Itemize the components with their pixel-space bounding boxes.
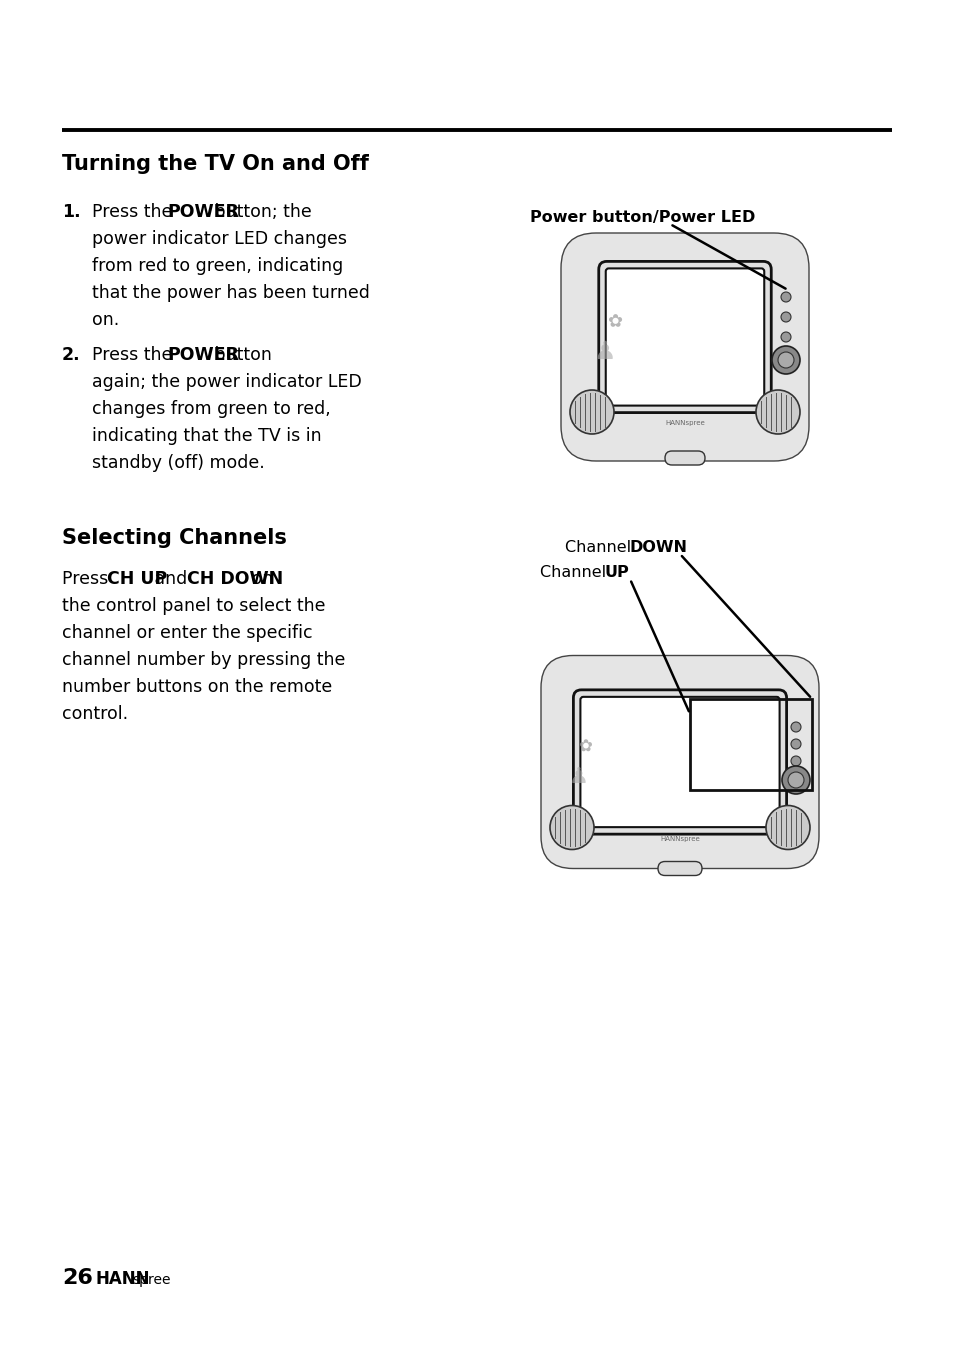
- Circle shape: [550, 806, 594, 849]
- Text: CH DOWN: CH DOWN: [187, 571, 283, 588]
- Circle shape: [790, 722, 801, 731]
- Text: on.: on.: [91, 311, 119, 329]
- Circle shape: [781, 767, 809, 794]
- Text: ✿: ✿: [578, 738, 592, 756]
- FancyBboxPatch shape: [565, 238, 803, 456]
- Text: Press: Press: [62, 571, 113, 588]
- Text: Channel: Channel: [539, 565, 611, 580]
- Circle shape: [790, 740, 801, 749]
- FancyBboxPatch shape: [658, 861, 701, 876]
- Text: DOWN: DOWN: [629, 539, 687, 556]
- Text: channel number by pressing the: channel number by pressing the: [62, 652, 345, 669]
- FancyBboxPatch shape: [540, 656, 818, 868]
- Circle shape: [787, 772, 803, 788]
- Text: spree: spree: [132, 1274, 171, 1287]
- Text: again; the power indicator LED: again; the power indicator LED: [91, 373, 361, 391]
- Text: button: button: [210, 346, 273, 364]
- Text: channel or enter the specific: channel or enter the specific: [62, 625, 313, 642]
- Text: CH UP: CH UP: [107, 571, 167, 588]
- Circle shape: [781, 333, 790, 342]
- FancyBboxPatch shape: [579, 696, 779, 827]
- Text: number buttons on the remote: number buttons on the remote: [62, 677, 332, 696]
- Text: HANNspree: HANNspree: [664, 419, 704, 426]
- Text: POWER: POWER: [167, 346, 239, 364]
- Circle shape: [765, 806, 809, 849]
- Text: ♟: ♟: [593, 339, 616, 364]
- Text: indicating that the TV is in: indicating that the TV is in: [91, 427, 321, 445]
- Circle shape: [778, 352, 793, 368]
- FancyBboxPatch shape: [605, 269, 763, 406]
- Text: HANN: HANN: [96, 1270, 151, 1288]
- Text: standby (off) mode.: standby (off) mode.: [91, 454, 265, 472]
- Text: ✿: ✿: [606, 314, 621, 331]
- Text: changes from green to red,: changes from green to red,: [91, 400, 331, 418]
- Text: from red to green, indicating: from red to green, indicating: [91, 257, 343, 274]
- Text: Power button/Power LED: Power button/Power LED: [530, 210, 755, 224]
- Circle shape: [771, 346, 800, 375]
- Text: Turning the TV On and Off: Turning the TV On and Off: [62, 154, 369, 174]
- Circle shape: [790, 756, 801, 767]
- Text: and: and: [150, 571, 193, 588]
- Text: power indicator LED changes: power indicator LED changes: [91, 230, 347, 247]
- FancyBboxPatch shape: [560, 233, 808, 461]
- Text: Channel: Channel: [564, 539, 636, 556]
- Text: on: on: [246, 571, 274, 588]
- Text: Press the: Press the: [91, 203, 177, 220]
- Text: 1.: 1.: [62, 203, 81, 220]
- FancyBboxPatch shape: [569, 242, 800, 452]
- FancyBboxPatch shape: [598, 261, 770, 412]
- Text: that the power has been turned: that the power has been turned: [91, 284, 370, 301]
- Text: the control panel to select the: the control panel to select the: [62, 598, 325, 615]
- Bar: [689, 699, 811, 790]
- Text: POWER: POWER: [167, 203, 239, 220]
- Circle shape: [781, 312, 790, 322]
- Text: 2.: 2.: [62, 346, 81, 364]
- Text: UP: UP: [604, 565, 629, 580]
- FancyBboxPatch shape: [664, 452, 704, 465]
- Text: Press the: Press the: [91, 346, 177, 364]
- FancyBboxPatch shape: [545, 661, 813, 864]
- Text: Selecting Channels: Selecting Channels: [62, 529, 287, 548]
- Circle shape: [781, 292, 790, 301]
- Text: 26: 26: [62, 1268, 92, 1288]
- Circle shape: [569, 389, 614, 434]
- FancyBboxPatch shape: [573, 690, 786, 834]
- Text: button; the: button; the: [210, 203, 312, 220]
- FancyBboxPatch shape: [550, 664, 809, 860]
- Text: HANNspree: HANNspree: [659, 836, 700, 842]
- Text: control.: control.: [62, 704, 128, 723]
- Circle shape: [755, 389, 800, 434]
- Text: ♟: ♟: [568, 767, 588, 787]
